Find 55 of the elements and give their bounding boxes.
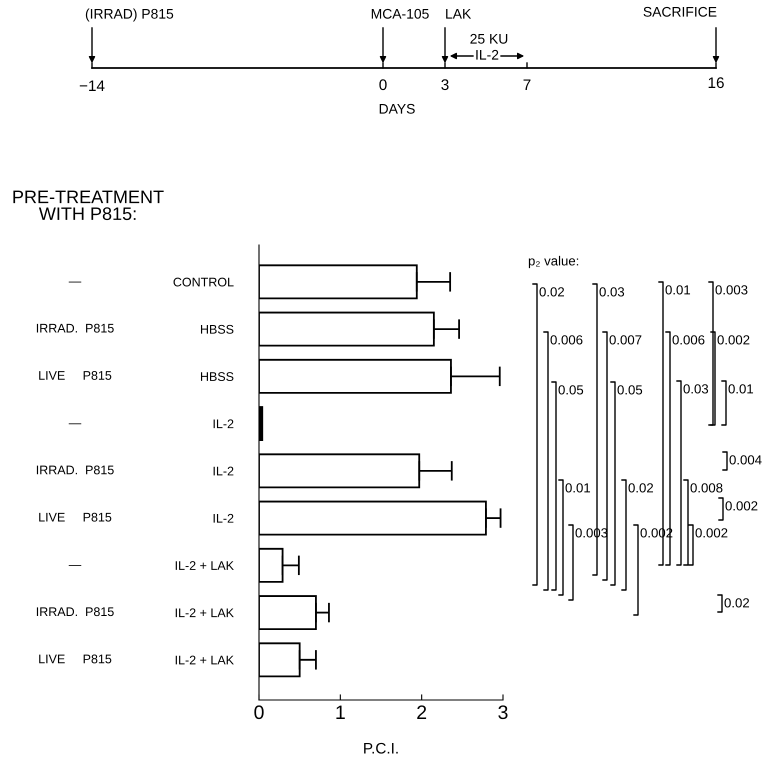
y-tick-label: HBSS bbox=[200, 324, 234, 334]
y2-tick-label: IRRAD. P815 bbox=[36, 607, 114, 616]
text: 0.03 bbox=[600, 287, 624, 297]
y2-tick-label: LIVE P815 bbox=[39, 371, 112, 380]
x-tick-label: 1 bbox=[336, 706, 345, 719]
text: 0.003 bbox=[716, 285, 748, 295]
x-tick-label: 0 bbox=[254, 705, 264, 720]
y2-tick-label: — bbox=[68, 423, 82, 424]
text: 0.01 bbox=[728, 384, 754, 394]
y-tick-label: IL-2 bbox=[214, 419, 234, 428]
text: 0.008 bbox=[690, 483, 722, 493]
text: 0.02 bbox=[724, 598, 750, 608]
x-tick-label: 3 bbox=[498, 705, 508, 720]
text: p₂ value: bbox=[528, 256, 578, 268]
text: 0.01 bbox=[566, 483, 590, 493]
y2-tick-label: LIVE P815 bbox=[39, 512, 112, 522]
y2-tick-label: LIVE P815 bbox=[39, 654, 112, 664]
text: 0.002 bbox=[726, 501, 758, 511]
text: 0.006 bbox=[550, 335, 582, 345]
text: 0 bbox=[379, 79, 387, 90]
text: MCA-105 bbox=[372, 8, 429, 19]
text: 0.01 bbox=[666, 285, 690, 295]
text: 0.002 bbox=[696, 528, 728, 538]
text: 0.004 bbox=[730, 455, 762, 465]
text: PRE-TREATMENT WITH P815: bbox=[13, 190, 164, 220]
text: LAK bbox=[446, 9, 472, 19]
y2-tick-label: — bbox=[68, 565, 82, 566]
y-tick-label: IL-2 bbox=[214, 466, 234, 476]
text: 16 bbox=[708, 77, 724, 88]
y-tick-label: CONTROL bbox=[174, 278, 234, 287]
x-tick-label: 2 bbox=[417, 705, 426, 719]
text: 3 bbox=[441, 79, 449, 90]
y-tick-label: IL-2 + LAK bbox=[176, 656, 234, 664]
text: 0.03 bbox=[684, 384, 708, 394]
text: 0.007 bbox=[610, 335, 642, 345]
text: 0.006 bbox=[672, 335, 704, 345]
y-tick-label: IL-2 bbox=[214, 514, 234, 523]
text: 0.05 bbox=[618, 385, 642, 395]
text: 0.002 bbox=[718, 335, 750, 345]
text: 7 bbox=[524, 79, 530, 90]
text: 0.02 bbox=[628, 483, 654, 493]
x-axis-title: P.C.I. bbox=[364, 742, 398, 754]
text: DAYS bbox=[380, 104, 415, 114]
text: 25 KU bbox=[470, 34, 508, 44]
text: −14 bbox=[80, 80, 105, 91]
y2-tick-label: IRRAD. P815 bbox=[36, 466, 114, 474]
y2-tick-label: IRRAD. P815 bbox=[36, 324, 114, 333]
text: 0.05 bbox=[558, 385, 584, 395]
text: (IRRAD) P815 bbox=[86, 8, 174, 22]
text: 0.02 bbox=[540, 287, 564, 297]
y-tick-label: HBSS bbox=[200, 372, 234, 381]
text: SACRIFICE bbox=[644, 6, 716, 17]
y-tick-label: IL-2 + LAK bbox=[176, 561, 234, 570]
y-tick-label: IL-2 + LAK bbox=[176, 608, 234, 618]
text: IL-2 bbox=[476, 50, 498, 60]
